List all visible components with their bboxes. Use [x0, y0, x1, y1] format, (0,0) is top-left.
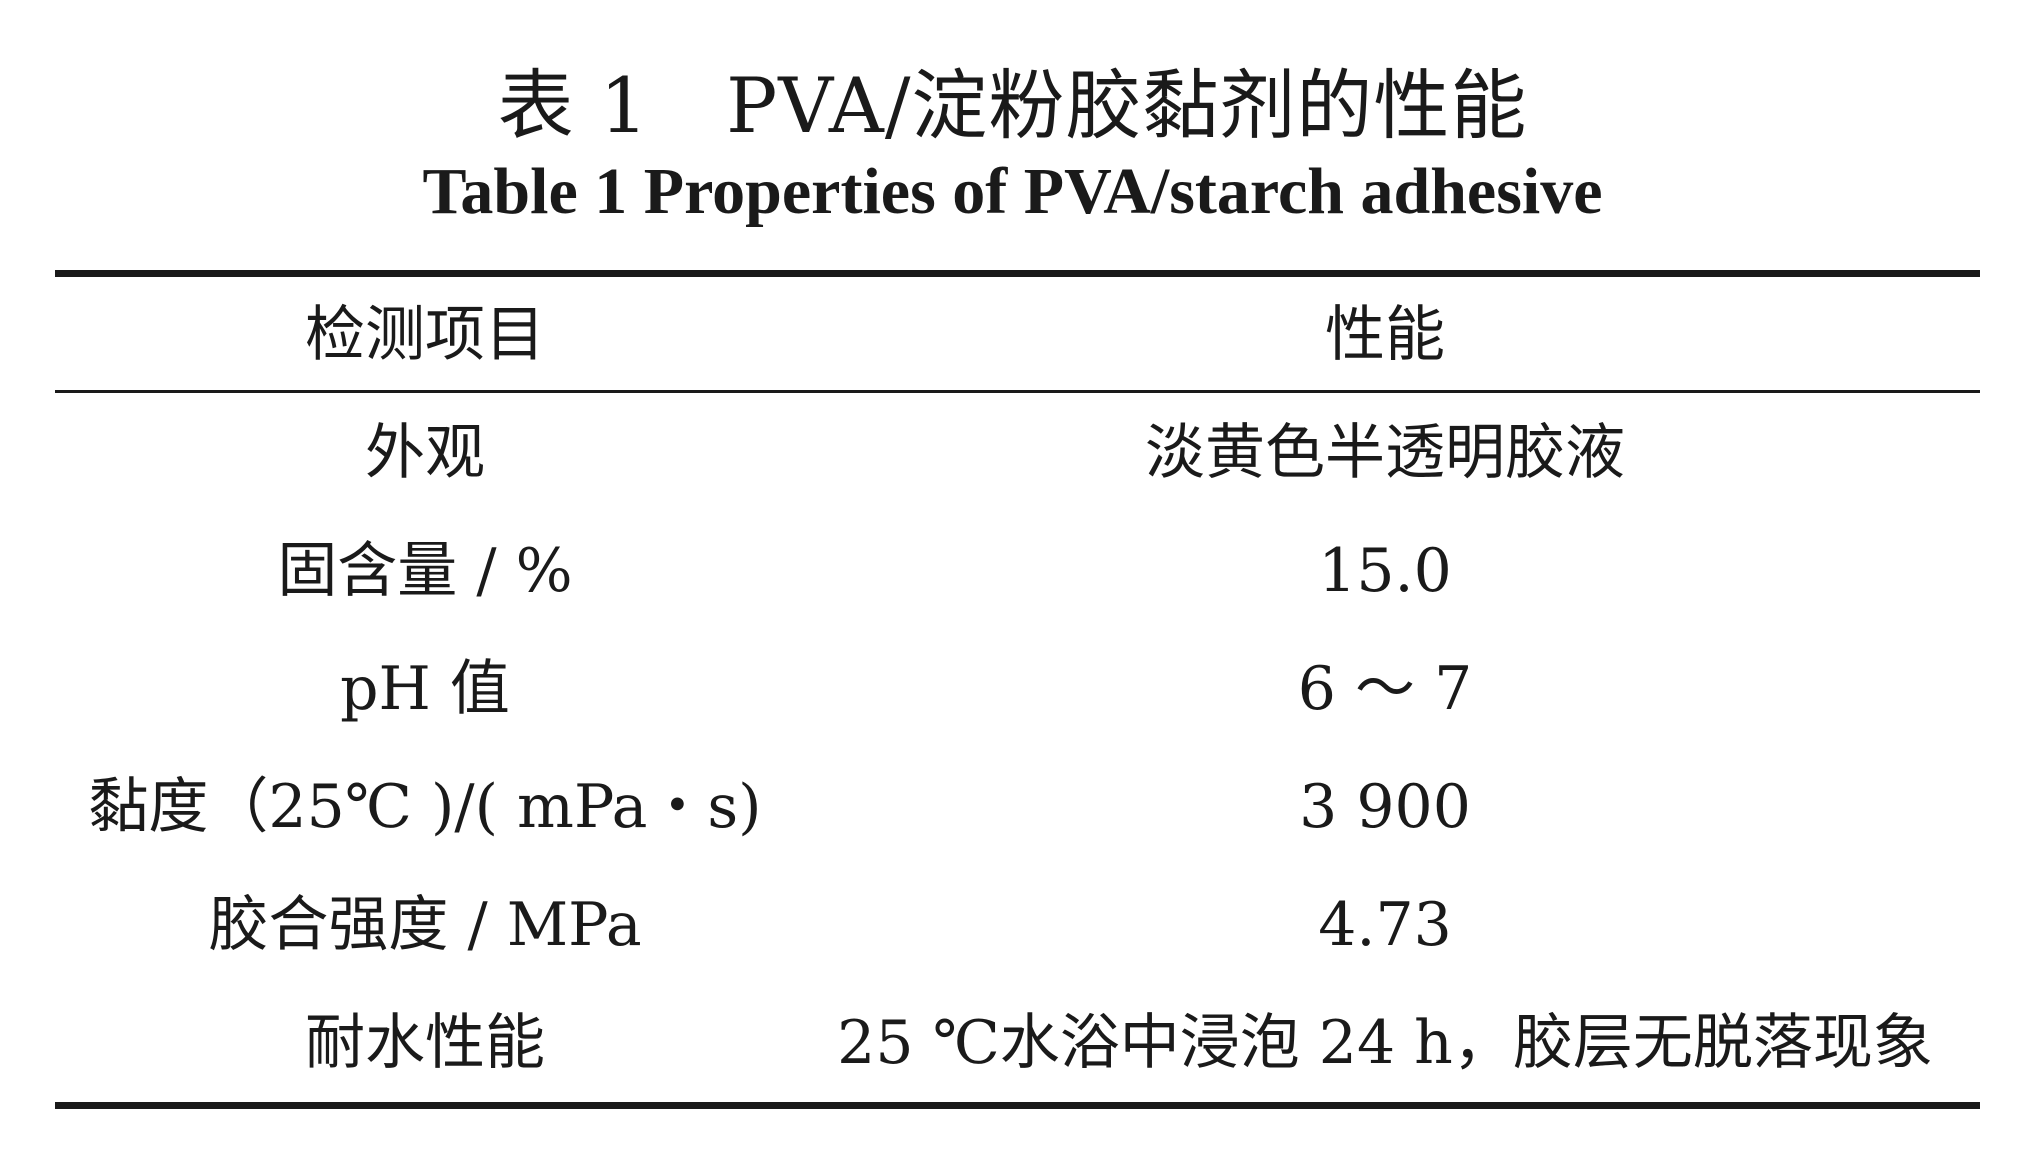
table-header-rule — [55, 390, 1980, 393]
row-value-viscosity: 3 900 — [1299, 772, 1471, 842]
header-value-cell: 性能 — [1325, 300, 1445, 370]
row-item-water-resistance: 耐水性能 — [305, 1008, 545, 1078]
row-value-bond-strength: 4.73 — [1318, 890, 1452, 960]
row-item-ph: pH 值 — [340, 654, 510, 724]
table-title-cn: 表 1 PVA/淀粉胶黏剂的性能 — [497, 61, 1528, 150]
row-item-bond-strength: 胶合强度 / MPa — [208, 890, 642, 960]
row-item-viscosity: 黏度（25℃ )/( mPa・s) — [88, 772, 762, 842]
row-item-appearance: 外观 — [365, 418, 485, 488]
row-value-appearance: 淡黄色半透明胶液 — [1145, 418, 1625, 488]
row-value-water-resistance: 25 ℃水浴中浸泡 24 h，胶层无脱落现象 — [837, 1008, 1933, 1078]
row-item-solid-content: 固含量 / % — [277, 536, 573, 606]
table-bottom-rule — [55, 1102, 1980, 1109]
row-value-ph: 6 ～ 7 — [1297, 654, 1473, 724]
header-item-cell: 检测项目 — [305, 300, 545, 370]
row-value-solid-content: 15.0 — [1318, 536, 1452, 606]
table-title-en: Table 1 Properties of PVA/starch adhesiv… — [422, 155, 1603, 228]
table-top-rule — [55, 270, 1980, 277]
